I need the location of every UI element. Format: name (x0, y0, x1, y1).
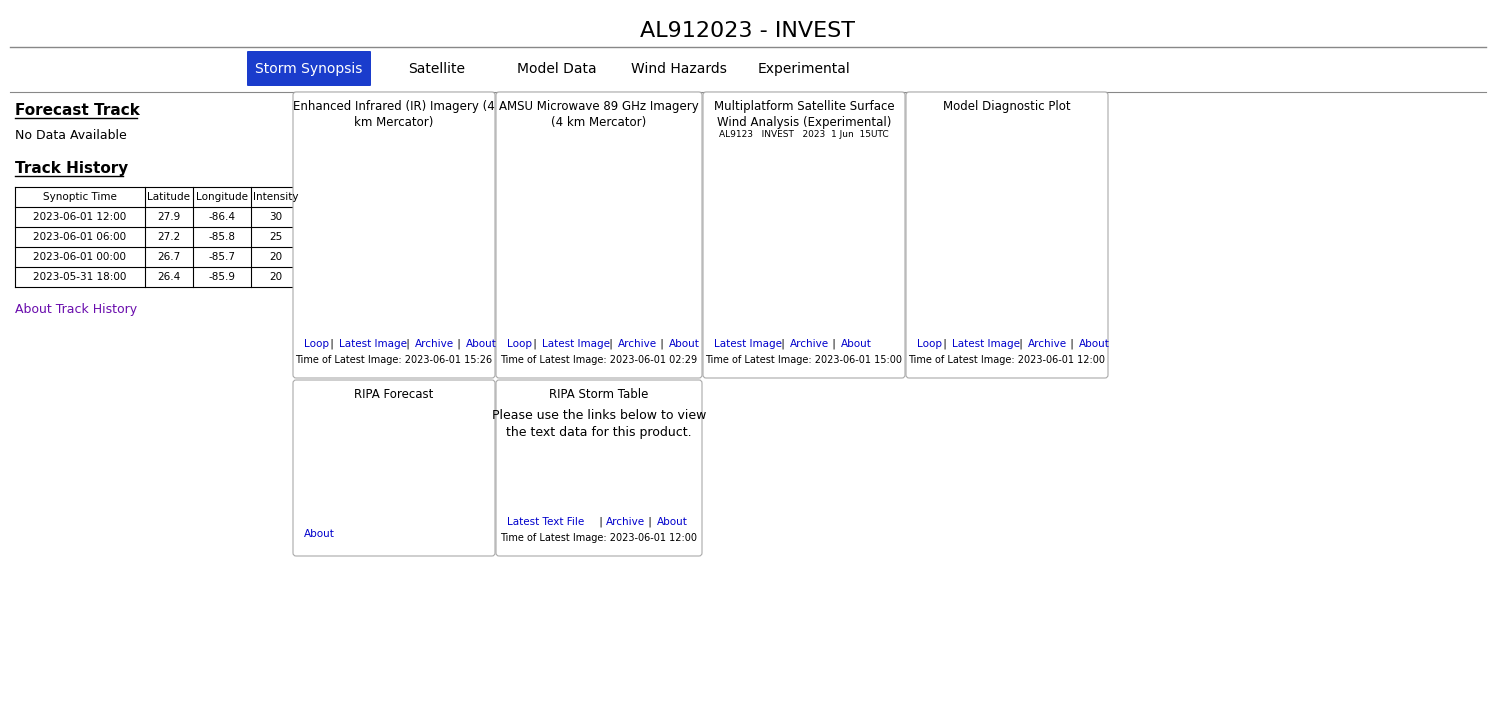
Text: 25: 25 (269, 232, 283, 242)
Text: 26.7: 26.7 (157, 252, 181, 262)
Text: Track History: Track History (15, 161, 129, 176)
FancyBboxPatch shape (619, 51, 738, 86)
Text: Synoptic Time: Synoptic Time (43, 192, 117, 202)
Text: Archive: Archive (1028, 339, 1067, 349)
Text: Forecast Track: Forecast Track (15, 103, 139, 118)
Text: About: About (304, 529, 335, 539)
FancyBboxPatch shape (497, 92, 702, 378)
Text: Latitude: Latitude (148, 192, 190, 202)
Text: 2023-06-01 06:00: 2023-06-01 06:00 (33, 232, 127, 242)
Text: Latest Image: Latest Image (542, 339, 610, 349)
FancyBboxPatch shape (907, 92, 1109, 378)
Text: |: | (829, 339, 839, 349)
FancyBboxPatch shape (503, 51, 610, 86)
Text: About: About (669, 339, 700, 349)
Text: |: | (645, 516, 655, 527)
Text: 30: 30 (269, 212, 283, 222)
Text: Enhanced Infrared (IR) Imagery (4
km Mercator): Enhanced Infrared (IR) Imagery (4 km Mer… (293, 100, 495, 129)
Text: |: | (530, 339, 540, 349)
Text: Time of Latest Image: 2023-06-01 15:00: Time of Latest Image: 2023-06-01 15:00 (706, 355, 902, 365)
Text: Satellite: Satellite (408, 62, 465, 75)
Text: Loop: Loop (304, 339, 329, 349)
FancyBboxPatch shape (497, 380, 702, 556)
Text: |: | (404, 339, 413, 349)
Text: |: | (657, 339, 667, 349)
Text: Multiplatform Satellite Surface
Wind Analysis (Experimental): Multiplatform Satellite Surface Wind Ana… (714, 100, 895, 129)
Text: 20: 20 (269, 272, 283, 282)
Text: AL9123   INVEST   2023  1 Jun  15UTC: AL9123 INVEST 2023 1 Jun 15UTC (720, 130, 889, 139)
Text: About: About (1079, 339, 1110, 349)
Text: Latest Image: Latest Image (338, 339, 407, 349)
Text: Wind Hazards: Wind Hazards (630, 62, 727, 75)
Text: |: | (778, 339, 788, 349)
Text: AMSU Microwave 89 GHz Imagery
(4 km Mercator): AMSU Microwave 89 GHz Imagery (4 km Merc… (500, 100, 699, 129)
Text: |: | (1016, 339, 1026, 349)
FancyBboxPatch shape (293, 92, 495, 378)
Text: Storm Synopsis: Storm Synopsis (256, 62, 362, 75)
Text: Latest Text File: Latest Text File (507, 517, 585, 527)
Text: Archive: Archive (416, 339, 455, 349)
Text: Loop: Loop (917, 339, 942, 349)
Text: Please use the links below to view
the text data for this product.: Please use the links below to view the t… (492, 409, 706, 439)
FancyBboxPatch shape (293, 380, 495, 556)
Text: |: | (939, 339, 950, 349)
Text: Archive: Archive (618, 339, 657, 349)
Text: 27.9: 27.9 (157, 212, 181, 222)
Text: Archive: Archive (790, 339, 829, 349)
Text: Model Data: Model Data (516, 62, 597, 75)
Text: RIPA Forecast: RIPA Forecast (355, 388, 434, 401)
Text: Time of Latest Image: 2023-06-01 12:00: Time of Latest Image: 2023-06-01 12:00 (908, 355, 1106, 365)
Text: Time of Latest Image: 2023-06-01 02:29: Time of Latest Image: 2023-06-01 02:29 (501, 355, 697, 365)
Text: -86.4: -86.4 (208, 212, 235, 222)
Text: Archive: Archive (606, 517, 645, 527)
FancyBboxPatch shape (247, 51, 371, 86)
Text: Experimental: Experimental (757, 62, 850, 75)
Text: RIPA Storm Table: RIPA Storm Table (549, 388, 649, 401)
FancyBboxPatch shape (747, 51, 862, 86)
Text: Model Diagnostic Plot: Model Diagnostic Plot (942, 100, 1071, 113)
Text: Latest Image: Latest Image (714, 339, 782, 349)
Text: About: About (657, 517, 688, 527)
Text: 2023-06-01 12:00: 2023-06-01 12:00 (33, 212, 127, 222)
Text: -85.8: -85.8 (208, 232, 235, 242)
Text: |: | (606, 339, 616, 349)
Text: |: | (453, 339, 464, 349)
Text: |: | (597, 516, 606, 527)
Text: 20: 20 (269, 252, 283, 262)
Text: 27.2: 27.2 (157, 232, 181, 242)
Text: Intensity: Intensity (253, 192, 299, 202)
Text: 26.4: 26.4 (157, 272, 181, 282)
Text: AL912023 - INVEST: AL912023 - INVEST (640, 21, 856, 41)
Text: About: About (465, 339, 497, 349)
Text: 2023-06-01 00:00: 2023-06-01 00:00 (33, 252, 127, 262)
Text: |: | (326, 339, 337, 349)
Text: 2023-05-31 18:00: 2023-05-31 18:00 (33, 272, 127, 282)
Text: About Track History: About Track History (15, 303, 138, 316)
Text: -85.7: -85.7 (208, 252, 235, 262)
FancyBboxPatch shape (381, 51, 494, 86)
Text: No Data Available: No Data Available (15, 129, 127, 142)
Text: |: | (1067, 339, 1077, 349)
Text: Time of Latest Image: 2023-06-01 15:26: Time of Latest Image: 2023-06-01 15:26 (295, 355, 492, 365)
Text: Latest Image: Latest Image (951, 339, 1020, 349)
Text: Time of Latest Image: 2023-06-01 12:00: Time of Latest Image: 2023-06-01 12:00 (501, 533, 697, 543)
Text: About: About (841, 339, 872, 349)
Text: Loop: Loop (507, 339, 533, 349)
Text: Longitude: Longitude (196, 192, 248, 202)
Text: -85.9: -85.9 (208, 272, 235, 282)
FancyBboxPatch shape (703, 92, 905, 378)
